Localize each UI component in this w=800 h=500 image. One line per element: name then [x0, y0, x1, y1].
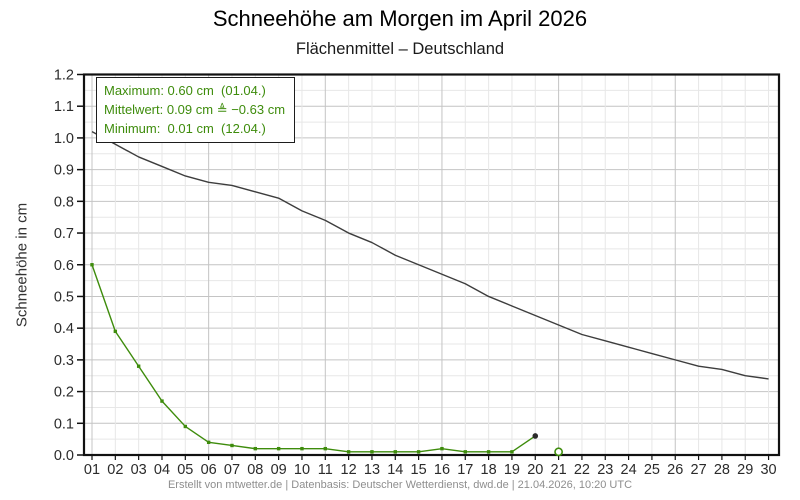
- svg-text:30: 30: [760, 462, 776, 478]
- svg-text:10: 10: [294, 462, 310, 478]
- svg-text:21: 21: [551, 462, 567, 478]
- svg-text:0.4: 0.4: [54, 321, 74, 337]
- svg-text:1.0: 1.0: [54, 131, 74, 147]
- svg-text:0.0: 0.0: [54, 448, 74, 464]
- svg-text:15: 15: [411, 462, 427, 478]
- svg-text:24: 24: [621, 462, 637, 478]
- stats-box: Maximum: 0.60 cm (01.04.) Mittelwert: 0.…: [96, 77, 296, 143]
- svg-text:1.1: 1.1: [54, 99, 74, 115]
- svg-text:20: 20: [527, 462, 543, 478]
- chart-title: Schneehöhe am Morgen im April 2026: [212, 6, 588, 31]
- svg-text:07: 07: [224, 462, 240, 478]
- svg-text:01: 01: [84, 462, 100, 478]
- svg-text:25: 25: [644, 462, 660, 478]
- svg-text:26: 26: [667, 462, 683, 478]
- svg-text:0.1: 0.1: [54, 416, 74, 432]
- svg-text:0.8: 0.8: [54, 194, 74, 210]
- stats-line-mittelwert: Mittelwert: 0.09 cm ≜ −0.63 cm: [104, 102, 286, 117]
- svg-text:05: 05: [177, 462, 193, 478]
- svg-text:29: 29: [737, 462, 753, 478]
- svg-text:0.6: 0.6: [54, 258, 74, 274]
- svg-text:09: 09: [271, 462, 287, 478]
- svg-text:0.3: 0.3: [54, 353, 74, 369]
- stats-line-maximum: Maximum: 0.60 cm (01.04.): [104, 83, 266, 98]
- svg-text:04: 04: [154, 462, 170, 478]
- svg-text:0.5: 0.5: [54, 289, 74, 305]
- svg-text:19: 19: [504, 462, 520, 478]
- svg-text:11: 11: [318, 462, 333, 478]
- svg-text:16: 16: [434, 462, 450, 478]
- svg-text:22: 22: [574, 462, 590, 478]
- stats-line-minimum: Minimum: 0.01 cm (12.04.): [104, 121, 266, 136]
- attribution-footer: Erstellt von mtwetter.de | Datenbasis: D…: [167, 479, 633, 491]
- svg-text:23: 23: [597, 462, 613, 478]
- svg-text:12: 12: [341, 462, 357, 478]
- svg-text:17: 17: [457, 462, 473, 478]
- svg-text:27: 27: [691, 462, 707, 478]
- svg-text:08: 08: [247, 462, 263, 478]
- svg-text:02: 02: [107, 462, 123, 478]
- svg-text:0.9: 0.9: [54, 163, 74, 179]
- svg-text:18: 18: [481, 462, 497, 478]
- svg-text:28: 28: [714, 462, 730, 478]
- svg-text:06: 06: [201, 462, 217, 478]
- svg-text:13: 13: [364, 462, 380, 478]
- svg-text:0.2: 0.2: [54, 385, 74, 401]
- svg-text:1.2: 1.2: [54, 68, 74, 84]
- svg-text:14: 14: [387, 462, 403, 478]
- svg-text:03: 03: [131, 462, 147, 478]
- chart-subtitle: Flächenmittel – Deutschland: [295, 40, 505, 58]
- svg-text:0.7: 0.7: [54, 226, 74, 242]
